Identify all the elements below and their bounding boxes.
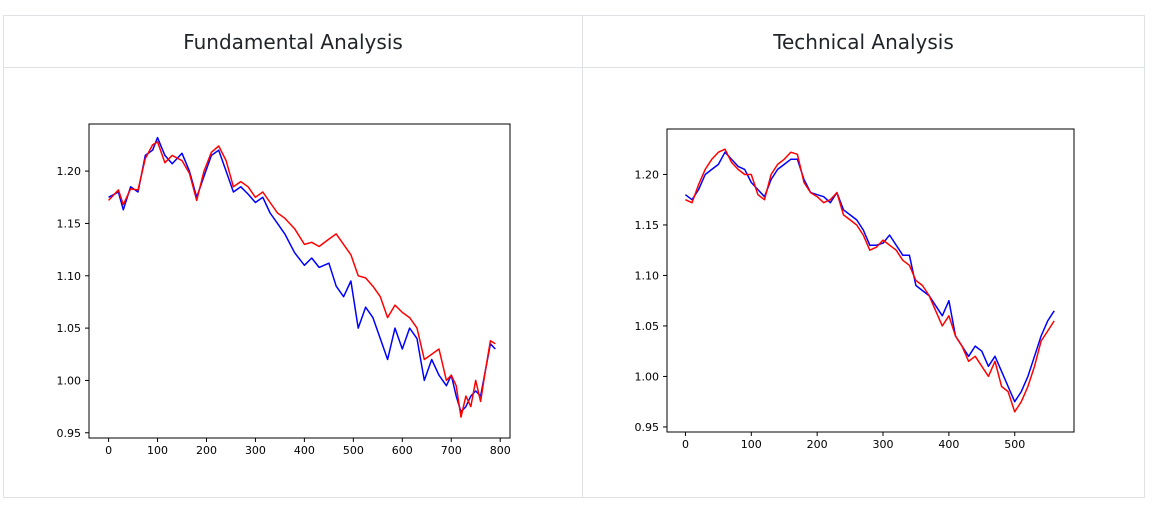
series-line-red [685,148,1055,413]
panel-header: Technical Analysis [583,16,1144,68]
x-tick-label: 500 [343,444,364,457]
x-tick-label: 300 [873,438,894,451]
y-tick-label: 1.15 [635,219,660,232]
axes-frame [666,128,1075,433]
y-tick-label: 1.20 [635,168,660,181]
x-tick-label: 600 [392,444,413,457]
x-tick-label: 100 [741,438,762,451]
y-tick-label: 1.20 [57,165,82,178]
series-line-red [108,141,496,418]
x-tick-label: 500 [1004,438,1025,451]
series-line-blue [108,136,496,413]
technical-analysis-panel: Technical Analysis [582,15,1145,498]
x-tick-label: 700 [441,444,462,457]
panel-title: Fundamental Analysis [183,29,403,54]
y-tick-label: 1.10 [635,269,660,282]
y-tick-label: 1.15 [57,217,82,230]
y-tick-label: 1.05 [57,322,82,335]
series-line-blue [684,151,1055,403]
x-tick-label: 200 [807,438,828,451]
y-tick-label: 1.00 [635,370,660,383]
x-tick-label: 400 [938,438,959,451]
x-tick-label: 0 [682,438,689,451]
x-tick-label: 400 [294,444,315,457]
y-tick-label: 1.05 [635,320,660,333]
x-tick-label: 300 [245,444,266,457]
panel-title: Technical Analysis [773,29,954,54]
x-tick-label: 0 [105,444,112,457]
y-tick-label: 0.95 [635,421,660,434]
panel-header: Fundamental Analysis [4,16,582,68]
fundamental-analysis-panel: Fundamental Analysis [3,15,583,498]
y-tick-label: 1.00 [57,374,82,387]
axes-frame [88,123,511,439]
y-tick-label: 0.95 [57,427,82,440]
x-tick-label: 200 [196,444,217,457]
x-tick-label: 100 [147,444,168,457]
x-tick-label: 800 [490,444,511,457]
y-tick-label: 1.10 [57,270,82,283]
